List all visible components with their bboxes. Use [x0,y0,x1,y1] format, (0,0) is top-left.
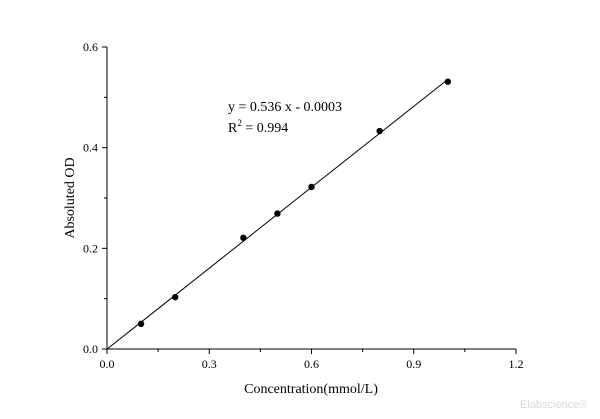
y-axis-title: Absoluted OD [63,157,78,238]
data-point [376,127,383,135]
r2-value: = 0.994 [242,121,288,136]
data-point [171,293,179,301]
r2-label: R [228,121,238,136]
y-tick-label: 0.6 [83,40,98,54]
x-tick-label: 0.6 [304,357,319,371]
data-point [444,78,452,85]
y-tick-label: 0.2 [83,241,98,255]
equation-annotation: y = 0.536 x - 0.0003 [228,100,342,115]
data-point [240,234,247,241]
data-point [308,183,315,191]
axes [106,47,516,350]
r2-superscript: 2 [237,118,242,128]
x-axis-title: Concentration(mmol/L) [244,382,378,397]
x-tick-label: 0.3 [202,357,217,371]
y-tick-label: 0.4 [83,141,98,155]
x-tick-label: 1.2 [509,357,524,371]
y-tick-label: 0.0 [83,342,98,356]
data-point [137,320,145,328]
x-tick-label: 0.0 [100,357,115,371]
data-points [137,78,452,328]
r2-annotation: R2 = 0.994 [228,118,288,136]
x-tick-label: 0.9 [406,357,421,371]
data-point [274,210,281,217]
ticks: 0.0 0.3 0.6 0.9 1.2 0.0 0.2 0.4 0.6 [83,40,524,371]
watermark: Elabscience® [520,399,587,411]
